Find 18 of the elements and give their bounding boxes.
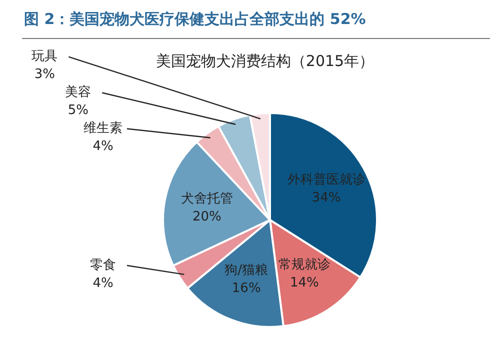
data-label: 20% xyxy=(192,209,222,224)
slice-label: 美容 xyxy=(65,84,92,100)
slice-label: 玩具 xyxy=(32,49,58,64)
slice-label: 零食 xyxy=(90,258,116,273)
slice-label: 狗/猫粮 xyxy=(224,263,268,278)
slice-label: 维生素 xyxy=(84,121,122,136)
data-label: 4% xyxy=(92,139,114,154)
chart-subtitle: 美国宠物犬消费结构（2015年） xyxy=(156,52,374,70)
slice-label: 外科普医就诊 xyxy=(287,171,366,188)
slice-label: 犬舍托管 xyxy=(180,191,233,206)
data-label: 34% xyxy=(312,190,341,206)
data-label: 5% xyxy=(68,103,88,118)
data-label: 4% xyxy=(92,276,114,291)
data-label: 3% xyxy=(34,67,55,82)
chart-title: 图 2：美国宠物犬医疗保健支出占全部支出的 52% xyxy=(24,10,366,29)
slice-label: 常规就诊 xyxy=(278,258,330,273)
data-label: 14% xyxy=(290,276,319,291)
data-label: 16% xyxy=(232,281,261,296)
